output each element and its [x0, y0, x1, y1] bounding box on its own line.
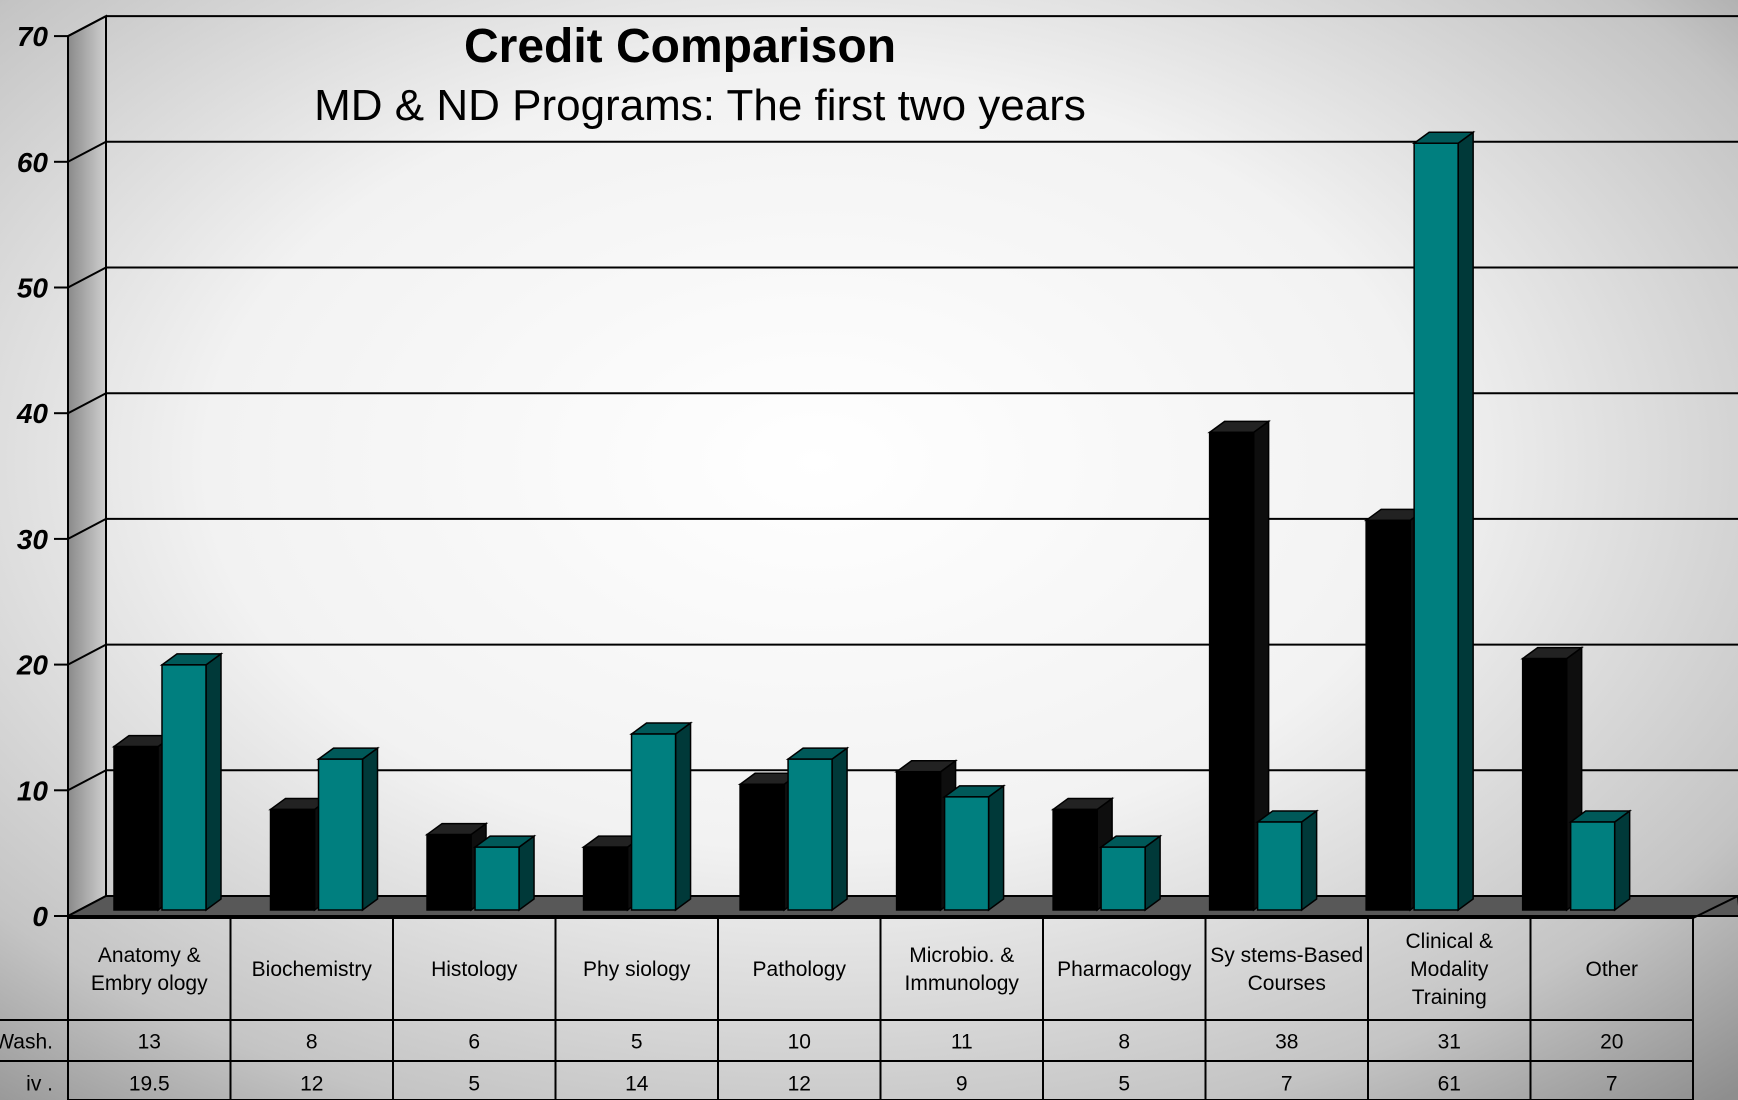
data-label: 5 [468, 1073, 480, 1096]
data-label: 20 [1600, 1031, 1623, 1054]
bar [316, 746, 380, 912]
y-tick-label: 70 [17, 21, 49, 52]
data-label: 7 [1281, 1073, 1293, 1096]
gridline-side [67, 769, 107, 792]
chart-title: Credit Comparison [464, 20, 896, 73]
series-name-label: Wash. [0, 1031, 53, 1054]
data-label: 12 [788, 1073, 811, 1096]
chart-subtitle: MD & ND Programs: The first two years [314, 81, 1086, 130]
category-label: Biochemistry [252, 958, 373, 981]
bar [472, 834, 537, 912]
data-label: 7 [1606, 1073, 1618, 1096]
bars [111, 130, 1632, 912]
gridline-side [67, 15, 107, 37]
category-label: Pathology [753, 958, 847, 981]
category-label: Immunology [905, 972, 1020, 995]
y-axis-ticks: 0 10 20 30 40 50 60 70 [16, 21, 68, 932]
data-label: 5 [631, 1031, 643, 1054]
bar [1568, 809, 1632, 912]
y-tick-label: 30 [17, 524, 49, 555]
y-tick-label: 10 [17, 775, 49, 806]
category-label: Anatomy & [98, 944, 201, 967]
data-label: 9 [956, 1073, 968, 1096]
data-label: 6 [468, 1031, 480, 1054]
y-tick-label: 20 [16, 650, 49, 681]
category-label: Histology [431, 958, 518, 981]
category-label: Phy siology [583, 958, 691, 981]
gridline-side [67, 518, 107, 540]
bar [159, 652, 224, 912]
y-tick-label: 0 [32, 901, 48, 932]
category-label: Training [1412, 986, 1487, 1009]
data-label: 31 [1438, 1031, 1461, 1054]
bar [1411, 130, 1476, 912]
data-label: 11 [951, 1031, 973, 1054]
category-label: Pharmacology [1057, 958, 1192, 981]
gridline-side [67, 266, 107, 289]
y-tick-label: 60 [17, 147, 49, 178]
data-label: 10 [788, 1031, 811, 1054]
data-label: 61 [1438, 1073, 1461, 1096]
data-table: Anatomy & Embry ology Biochemistry Histolog… [0, 895, 1738, 1100]
gridline-side [67, 140, 107, 163]
y-tick-label: 40 [16, 398, 49, 429]
data-label: 5 [1118, 1073, 1130, 1096]
gridline-side [67, 392, 107, 415]
data-label: 13 [138, 1031, 161, 1054]
chart-titles: Credit Comparison MD & ND Programs: The … [314, 20, 1086, 130]
data-label: 38 [1275, 1031, 1298, 1054]
category-label: Other [1585, 958, 1638, 981]
bar [629, 721, 693, 912]
gridline-side [67, 643, 107, 666]
y-tick-label: 50 [17, 273, 49, 304]
bar [785, 746, 850, 912]
category-label: Modality [1410, 958, 1489, 981]
floor-edge [1692, 895, 1738, 919]
bar [942, 784, 1006, 912]
category-label: Sy stems-Based [1210, 944, 1363, 967]
category-label: Microbio. & [909, 944, 1014, 967]
category-label: Embry ology [91, 972, 208, 995]
data-label: 19.5 [129, 1073, 170, 1096]
category-label: Clinical & [1405, 930, 1493, 953]
data-label: 8 [1118, 1031, 1130, 1054]
bar [1255, 809, 1319, 912]
bar [1098, 834, 1163, 912]
category-label: Courses [1248, 972, 1326, 995]
data-label: 14 [625, 1073, 649, 1096]
data-label: 8 [306, 1031, 318, 1054]
data-label: 12 [300, 1073, 323, 1096]
series-name-label: iv . [26, 1073, 53, 1096]
